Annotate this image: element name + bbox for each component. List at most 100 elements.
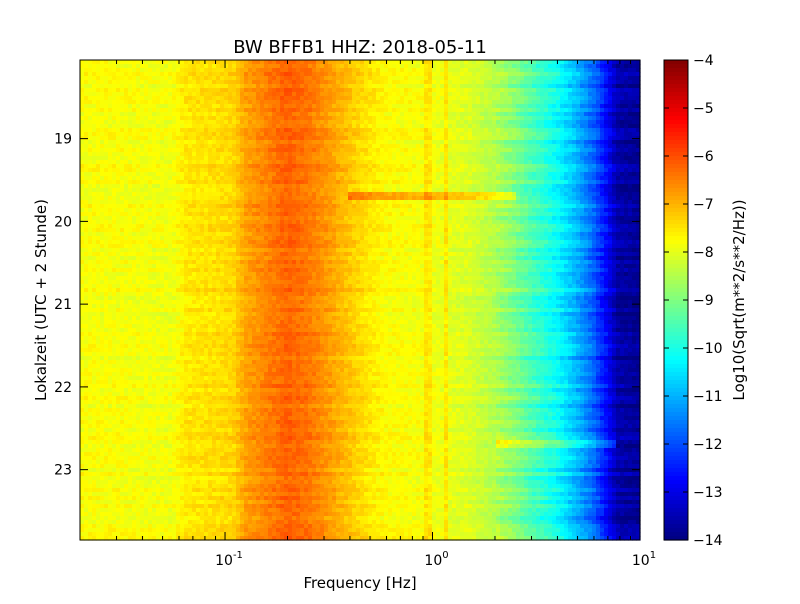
heatmap-cell [144,188,149,193]
heatmap-cell [132,408,137,413]
heatmap-cell [92,108,97,113]
heatmap-cell [140,332,145,337]
heatmap-cell [108,144,113,149]
heatmap-cell [184,420,189,425]
heatmap-cell [216,92,221,97]
heatmap-cell [92,272,97,277]
heatmap-cell [176,92,181,97]
heatmap-cell [128,388,133,393]
heatmap-cell [216,128,221,133]
heatmap-cell [188,396,193,401]
heatmap-cell [144,308,149,313]
heatmap-cell [112,448,117,453]
heatmap-cell [240,420,245,425]
heatmap-cell [132,524,137,529]
heatmap-cell [128,312,133,317]
heatmap-cell [88,456,93,461]
heatmap-cell [212,136,217,141]
heatmap-cell [100,220,105,225]
heatmap-cell [88,532,93,537]
heatmap-cell [116,104,121,109]
heatmap-cell [156,100,161,105]
heatmap-cell [164,492,169,497]
heatmap-cell [88,300,93,305]
heatmap-cell [112,312,117,317]
heatmap-cell [220,208,225,213]
heatmap-cell [228,72,233,77]
heatmap-cell [224,472,229,477]
heatmap-cell [88,112,93,117]
heatmap-cell [128,160,133,165]
heatmap-cell [156,524,161,529]
heatmap-cell [180,192,185,197]
heatmap-cell [152,316,157,321]
heatmap-cell [100,60,105,65]
heatmap-cell [212,432,217,437]
heatmap-cell [92,384,97,389]
heatmap-cell [152,392,157,397]
heatmap-cell [228,380,233,385]
heatmap-cell [220,424,225,429]
heatmap-cell [108,288,113,293]
heatmap-cell [112,180,117,185]
heatmap-cell [148,160,153,165]
heatmap-cell [228,164,233,169]
heatmap-cell [200,296,205,301]
heatmap-cell [104,532,109,537]
heatmap-cell [176,424,181,429]
heatmap-cell [168,236,173,241]
heatmap-cell [204,272,209,277]
heatmap-cell [96,196,101,201]
heatmap-cell [204,408,209,413]
heatmap-cell [96,532,101,537]
heatmap-cell [240,520,245,525]
heatmap-cell [172,348,177,353]
heatmap-cell [144,292,149,297]
heatmap-cell [236,360,241,365]
heatmap-cell [188,212,193,217]
heatmap-cell [188,360,193,365]
heatmap-cell [96,448,101,453]
heatmap-cell [120,136,125,141]
heatmap-cell [104,264,109,269]
heatmap-cell [240,212,245,217]
heatmap-cell [192,276,197,281]
heatmap-cell [216,488,221,493]
heatmap-cell [156,428,161,433]
heatmap-cell [108,380,113,385]
heatmap-cell [88,104,93,109]
heatmap-cell [184,176,189,181]
heatmap-cell [124,440,129,445]
heatmap-cell [128,404,133,409]
heatmap-cell [80,528,85,533]
heatmap-cell [152,344,157,349]
heatmap-cell [80,448,85,453]
heatmap-cell [160,468,165,473]
heatmap-cell [92,500,97,505]
heatmap-cell [160,128,165,133]
heatmap-cell [140,476,145,481]
heatmap-cell [156,500,161,505]
heatmap-cell [224,392,229,397]
heatmap-cell [240,264,245,269]
heatmap-cell [168,232,173,237]
heatmap-cell [108,312,113,317]
heatmap-cell [116,304,121,309]
heatmap-cell [192,536,197,541]
heatmap-cell [156,64,161,69]
heatmap-cell [196,512,201,517]
heatmap-cell [232,76,237,81]
heatmap-cell [228,288,233,293]
heatmap-cell [180,268,185,273]
heatmap-cell [208,464,213,469]
heatmap-cell [80,460,85,465]
heatmap-cell [128,436,133,441]
heatmap-cell [168,64,173,69]
heatmap-cell [140,72,145,77]
heatmap-cell [164,400,169,405]
heatmap-cell [140,464,145,469]
heatmap-cell [84,116,89,121]
heatmap-cell [172,516,177,521]
heatmap-cell [224,320,229,325]
heatmap-cell [168,356,173,361]
